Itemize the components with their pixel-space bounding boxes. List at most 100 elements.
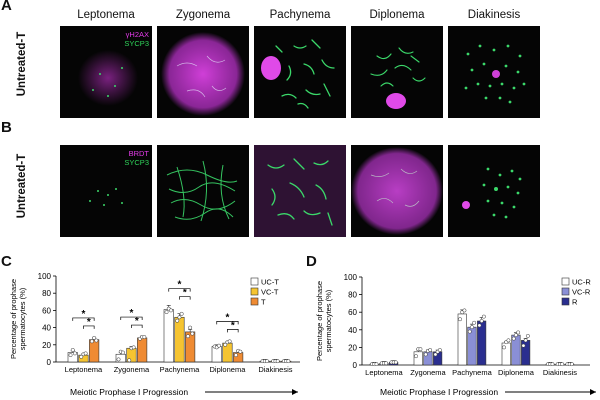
y-axis-label-line-1: Percentage of prophase — [315, 281, 324, 361]
legend-label-uc-t: UC-T — [261, 278, 279, 287]
significance-bracket — [227, 329, 239, 333]
data-point — [70, 348, 75, 352]
data-point — [265, 359, 269, 364]
legend-label-r: R — [572, 298, 578, 307]
data-point — [393, 360, 398, 365]
significance-star: * — [177, 280, 181, 291]
data-point — [479, 319, 484, 323]
significance-star: * — [231, 320, 235, 331]
bar-uc-t-zygonema — [115, 353, 126, 363]
data-point — [83, 351, 88, 356]
y-tick-label: 0 — [47, 358, 52, 367]
data-point — [90, 339, 94, 344]
channel-label-sycp3-a: SYCP3 — [124, 39, 149, 48]
row-label-b: Untreated-T — [16, 153, 28, 219]
x-tick-label-pachynema: Pachynema — [452, 368, 492, 377]
y-tick-label: 60 — [42, 306, 51, 315]
legend-label-vc-r: VC-R — [572, 288, 591, 297]
significance-bracket — [179, 296, 191, 300]
data-point — [560, 362, 565, 367]
micrograph-b-zygonema — [157, 145, 249, 237]
x-axis-label: Meiotic Prophase I Progression — [380, 387, 498, 397]
data-point — [92, 335, 97, 340]
x-tick-label-diplonema: Diplonema — [210, 365, 247, 374]
data-point — [374, 362, 379, 367]
significance-star: * — [87, 317, 91, 328]
x-axis-label: Meiotic Prophase I Progression — [70, 387, 188, 397]
y-tick-label: 100 — [38, 272, 52, 281]
x-tick-label-diakinesis: Diakinesis — [258, 365, 292, 374]
y-tick-label: 20 — [42, 341, 51, 350]
legend-swatch-vc-t — [250, 287, 259, 296]
micrograph-a-zygonema — [157, 26, 249, 118]
micrograph-b-pachynema — [254, 145, 346, 237]
data-point — [414, 354, 419, 359]
x-tick-label-zygonema: Zygonema — [410, 368, 446, 377]
y-axis-label-line-2: spermatocytes (%) — [324, 289, 333, 352]
bar-uc-t-leptonema — [67, 352, 78, 363]
micrograph-a-diakinesis — [448, 26, 540, 118]
bar-t-leptonema — [89, 339, 100, 363]
significance-bracket — [131, 324, 143, 329]
data-point — [511, 336, 516, 341]
data-point — [470, 325, 474, 330]
data-point — [462, 308, 467, 313]
panel-letter-b: B — [1, 119, 12, 136]
bar-uc-t-pachynema — [163, 309, 174, 363]
data-point — [481, 314, 486, 319]
legend-swatch-t — [250, 297, 259, 306]
legend-label-vc-t: VC-T — [261, 288, 279, 297]
y-tick-label: 80 — [42, 289, 51, 298]
micrograph-b-diplonema — [351, 145, 443, 237]
data-point — [127, 358, 132, 363]
data-point — [433, 352, 438, 357]
y-axis-label-line-1: Percentage of prophase — [9, 279, 18, 359]
channel-label-brdt-b: BRDT — [128, 149, 149, 158]
data-point — [523, 338, 528, 343]
y-axis-label: Percentage of prophase spermatocytes (%) — [315, 281, 333, 361]
data-point — [418, 347, 423, 352]
significance-star: * — [183, 288, 187, 299]
progression-arrow-head — [590, 389, 596, 395]
data-point — [116, 357, 121, 362]
significance-bracket — [83, 325, 95, 329]
data-point — [131, 345, 136, 350]
data-point — [169, 308, 173, 313]
data-point — [502, 345, 507, 350]
legend-swatch-uc-t — [250, 277, 259, 286]
data-point — [384, 361, 389, 366]
data-point — [188, 325, 193, 330]
x-tick-label-zygonema: Zygonema — [114, 365, 150, 374]
data-point — [472, 320, 477, 325]
legend-swatch-uc-r — [561, 277, 570, 286]
stage-title-1: Leptonema — [77, 9, 135, 21]
significance-bracket — [216, 321, 239, 325]
legend-swatch-vc-r — [561, 287, 570, 296]
data-point — [175, 318, 180, 323]
data-point — [186, 334, 190, 339]
data-point — [514, 333, 518, 338]
y-tick-label: 20 — [348, 343, 357, 352]
data-point — [521, 343, 526, 348]
channel-label-gh2ax-a: γH2AX — [125, 30, 149, 39]
data-point — [423, 352, 428, 357]
stage-title-2: Zygonema — [175, 9, 231, 21]
y-tick-label: 80 — [348, 291, 357, 300]
significance-star: * — [135, 316, 139, 327]
micrograph-b-diakinesis — [448, 145, 540, 237]
significance-bracket — [72, 317, 95, 321]
data-point — [79, 354, 84, 359]
data-point — [179, 311, 184, 316]
data-point — [286, 359, 291, 364]
data-point — [550, 362, 555, 367]
data-point — [73, 351, 77, 356]
bar-t-zygonema — [137, 337, 148, 363]
panel-letter-a: A — [1, 0, 12, 14]
y-tick-label: 40 — [42, 324, 51, 333]
y-tick-label: 60 — [348, 308, 357, 317]
bar-uc-r-pachynema — [457, 313, 467, 366]
data-point — [227, 339, 232, 344]
micrograph-a-pachynema — [254, 26, 346, 118]
data-point — [428, 348, 433, 352]
data-point — [217, 343, 221, 348]
